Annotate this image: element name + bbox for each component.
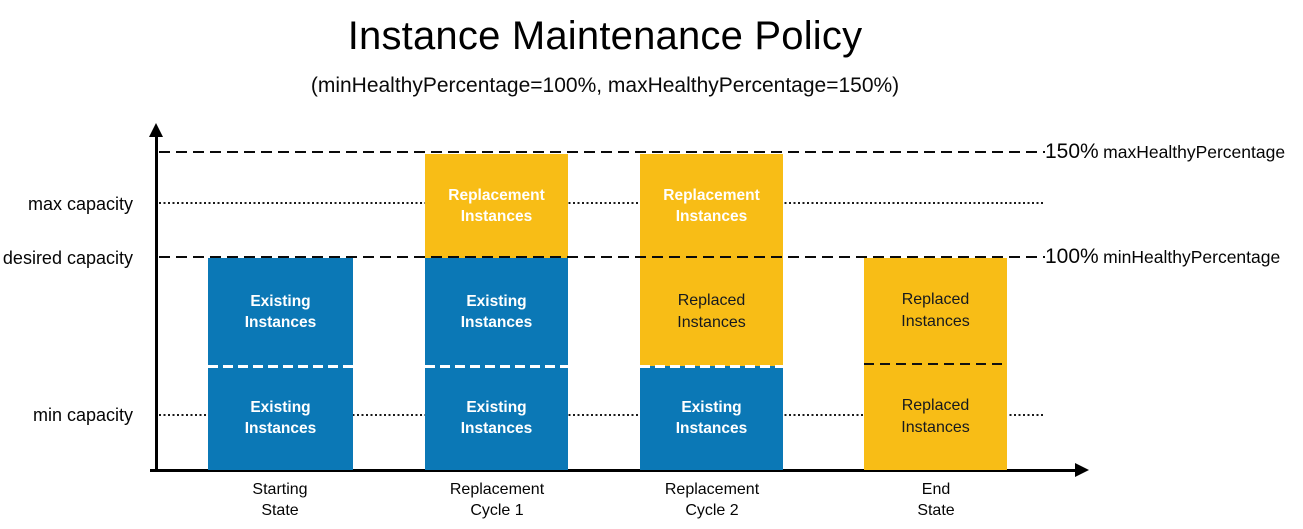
ref-line-max-healthy-percentage (159, 151, 1045, 153)
min-healthy-pct-value: 100% (1045, 245, 1099, 268)
max-healthy-pct-name: maxHealthyPercentage (1103, 142, 1286, 162)
segment-separator (640, 365, 783, 368)
bar-segment-existing-instances: Existing Instances (640, 366, 783, 470)
bar-segment-replacement-instances: Replacement Instances (425, 154, 568, 258)
max-healthy-pct-value: 150% (1045, 140, 1099, 163)
label-min-healthy-percentage: 100% minHealthyPercentage (1045, 244, 1280, 272)
segment-separator (208, 365, 353, 368)
y-axis-arrow-icon (149, 123, 163, 137)
x-tick-line: Replacement (664, 481, 760, 498)
x-tick-replacement-cycle-2: Replacement Cycle 2 (627, 479, 797, 521)
x-axis-line (150, 469, 1077, 472)
axis-label-min-capacity: min capacity (32, 405, 133, 425)
min-healthy-pct-name: minHealthyPercentage (1103, 247, 1281, 267)
x-tick-end-state: End State (851, 479, 1021, 521)
x-tick-line: Starting (252, 481, 308, 498)
bar-segment-existing-instances: Existing Instances (208, 258, 353, 366)
bar-starting-state: Existing Instances Existing Instances (208, 258, 353, 470)
bar-segment-replaced-instances: Replaced Instances (640, 258, 783, 366)
x-tick-line: Replacement (449, 481, 545, 498)
x-tick-line: State (917, 502, 955, 519)
x-tick-line: Cycle 2 (685, 502, 739, 519)
bar-segment-replacement-instances: Replacement Instances (640, 154, 783, 258)
ref-line-min-healthy-percentage (159, 256, 1045, 258)
y-axis-line (155, 136, 158, 471)
label-max-healthy-percentage: 150% maxHealthyPercentage (1045, 139, 1285, 167)
ref-line-max-capacity (159, 202, 1045, 204)
bar-segment-existing-instances: Existing Instances (425, 366, 568, 470)
segment-separator (864, 363, 1007, 365)
bar-segment-replaced-instances: Replaced Instances (864, 258, 1007, 364)
bar-segment-existing-instances: Existing Instances (425, 258, 568, 366)
ref-line-min-capacity (159, 414, 1045, 416)
bar-end-state: Replaced Instances Replaced Instances (864, 258, 1007, 470)
axis-label-max-capacity: max capacity (27, 194, 133, 214)
bar-segment-existing-instances: Existing Instances (208, 366, 353, 470)
segment-separator (425, 365, 568, 368)
chart-title: Instance Maintenance Policy (347, 14, 863, 58)
x-tick-starting-state: Starting State (195, 479, 365, 521)
x-axis-arrow-icon (1075, 463, 1089, 477)
x-tick-line: End (921, 481, 951, 498)
chart-subtitle: (minHealthyPercentage=100%, maxHealthyPe… (310, 74, 900, 97)
x-tick-line: Cycle 1 (470, 502, 524, 519)
bar-replacement-cycle-1: Replacement Instances Existing Instances… (425, 154, 568, 470)
x-tick-replacement-cycle-1: Replacement Cycle 1 (412, 479, 582, 521)
bar-segment-replaced-instances: Replaced Instances (864, 364, 1007, 470)
bar-replacement-cycle-2: Replacement Instances Replaced Instances… (640, 154, 783, 470)
axis-label-desired-capacity: desired capacity (2, 248, 133, 268)
x-tick-line: State (261, 502, 299, 519)
